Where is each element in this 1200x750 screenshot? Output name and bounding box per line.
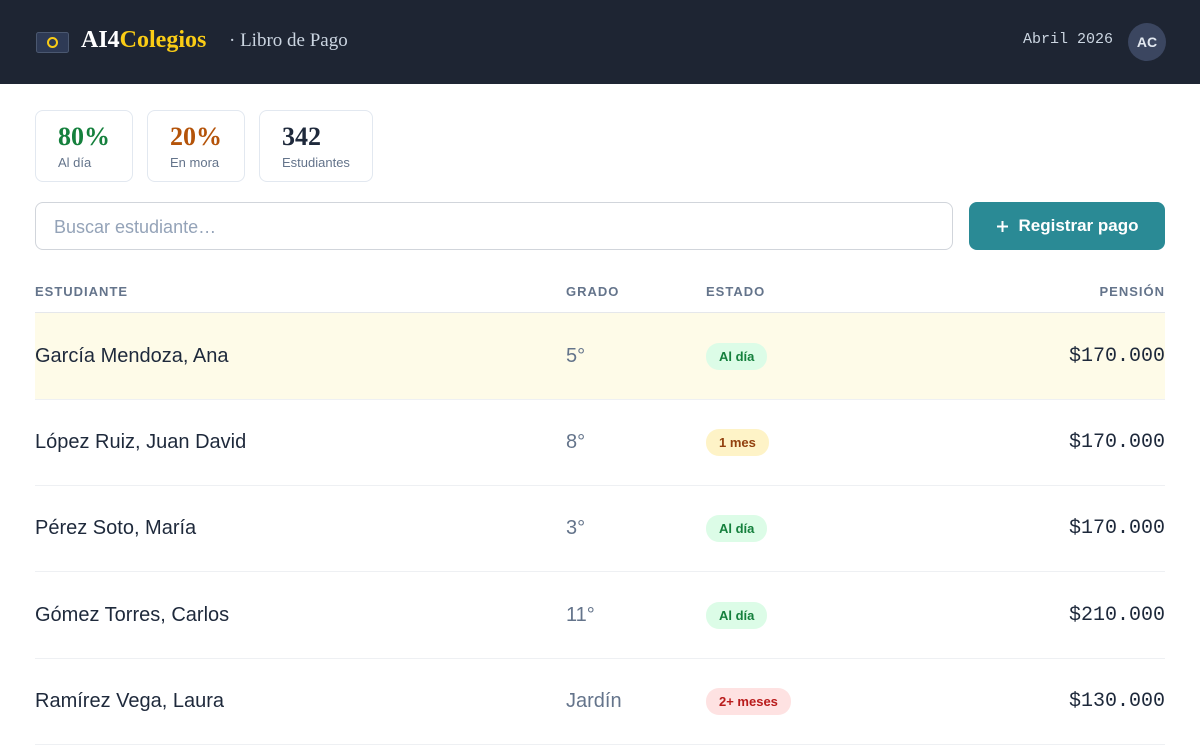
- brand: AI4Colegios: [81, 27, 206, 54]
- top-bar: AI4Colegios · Libro de Pago Abril 2026 A…: [0, 0, 1200, 84]
- amount: $170.000: [1068, 345, 1165, 368]
- grade: 3°: [566, 517, 586, 540]
- search-placeholder: Buscar estudiante…: [54, 217, 217, 237]
- student-name: Gómez Torres, Carlos: [35, 603, 230, 626]
- stat-label: En mora: [170, 155, 220, 170]
- stat-card: 80% Al día: [35, 110, 133, 182]
- date: Abril 2026: [1022, 31, 1113, 48]
- status-badge: 2+ meses: [706, 687, 791, 715]
- status-badge: Al día: [706, 343, 768, 370]
- stat-value: 342: [282, 122, 321, 151]
- table-row[interactable]: López Ruiz, Juan David 8° 1 mes $170.000: [35, 399, 1165, 487]
- stat-label: Estudiantes: [282, 155, 350, 170]
- grade: 5°: [566, 345, 586, 367]
- brand-text: Colegios: [119, 27, 207, 53]
- amount: $170.000: [1068, 517, 1165, 541]
- divider: [35, 312, 1165, 313]
- search-box[interactable]: Buscar estudiante…: [35, 202, 953, 250]
- table-row[interactable]: García Mendoza, Ana 5° Al día $170.000: [35, 313, 1165, 400]
- amount: $210.000: [1068, 603, 1165, 627]
- student-name: López Ruiz, Juan David: [35, 431, 247, 454]
- register-button[interactable]: Registrar pago: [969, 202, 1165, 250]
- column-header: PENSIÓN: [1099, 284, 1165, 299]
- table-row[interactable]: Pérez Soto, María 3° Al día $170.000: [35, 485, 1165, 573]
- page-subtitle: · Libro de Pago: [229, 30, 348, 51]
- logo-icon: [36, 32, 69, 53]
- grade: 8°: [566, 431, 586, 454]
- plus-icon: [996, 220, 1008, 232]
- stats: 80% Al día 20% En mora 342 Estudiantes: [35, 110, 373, 182]
- status-badge: 1 mes: [706, 429, 769, 457]
- status-badge: Al día: [706, 601, 768, 629]
- avatar[interactable]: AC: [1128, 23, 1166, 61]
- student-name: García Mendoza, Ana: [35, 345, 229, 367]
- column-header: ESTUDIANTE: [35, 284, 129, 299]
- table-row[interactable]: Ramírez Vega, Laura Jardín 2+ meses $130.00…: [35, 658, 1165, 745]
- stat-card: 342 Estudiantes: [259, 110, 373, 182]
- grade: 11°: [566, 603, 595, 626]
- student-name: Pérez Soto, María: [35, 517, 197, 540]
- column-header: GRADO: [566, 284, 620, 299]
- status-badge: Al día: [706, 515, 768, 543]
- amount: $130.000: [1068, 689, 1165, 713]
- brand-text: AI4: [81, 27, 120, 53]
- stat-card: 20% En mora: [147, 110, 245, 182]
- amount: $170.000: [1068, 431, 1165, 455]
- table-row[interactable]: Gómez Torres, Carlos 11° Al día $210.000: [35, 572, 1165, 659]
- button-label: Registrar pago: [1018, 216, 1139, 235]
- grade: Jardín: [566, 689, 622, 712]
- column-header: ESTADO: [706, 284, 766, 299]
- stat-value: 80%: [58, 122, 110, 151]
- student-name: Ramírez Vega, Laura: [35, 689, 224, 712]
- stat-label: Al día: [58, 155, 92, 170]
- stat-value: 20%: [170, 122, 222, 151]
